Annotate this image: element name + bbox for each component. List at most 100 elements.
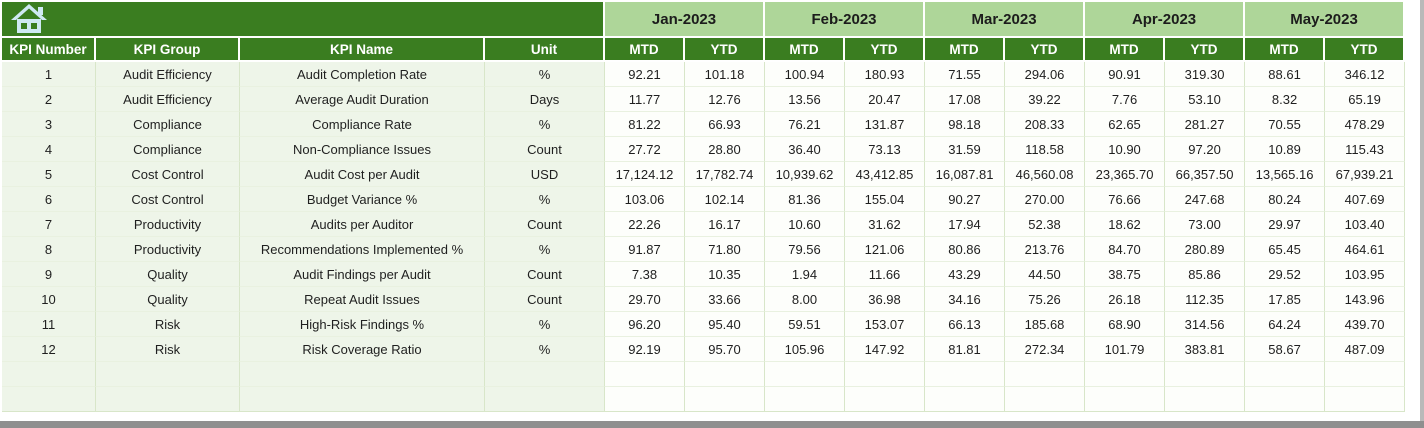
cell-empty[interactable] — [845, 387, 926, 412]
cell-empty[interactable] — [96, 362, 240, 387]
cell-value[interactable]: 147.92 — [845, 337, 926, 362]
cell-empty[interactable] — [1165, 387, 1246, 412]
cell-value[interactable]: 17.94 — [925, 212, 1006, 237]
column-header-ytd[interactable]: YTD — [1005, 38, 1086, 62]
cell-unit[interactable]: % — [485, 187, 605, 212]
column-header-unit[interactable]: Unit — [485, 38, 605, 62]
cell-value[interactable]: 180.93 — [845, 62, 926, 87]
cell-empty[interactable] — [240, 387, 485, 412]
cell-kpi-group[interactable]: Risk — [96, 312, 240, 337]
cell-value[interactable]: 76.66 — [1085, 187, 1166, 212]
cell-value[interactable]: 81.22 — [605, 112, 685, 137]
cell-value[interactable]: 75.26 — [1005, 287, 1086, 312]
cell-unit[interactable]: Days — [485, 87, 605, 112]
cell-kpi-group[interactable]: Productivity — [96, 212, 240, 237]
cell-value[interactable]: 98.18 — [925, 112, 1006, 137]
cell-value[interactable]: 112.35 — [1165, 287, 1246, 312]
cell-kpi-name[interactable]: Budget Variance % — [240, 187, 485, 212]
cell-kpi-group[interactable]: Risk — [96, 337, 240, 362]
cell-value[interactable]: 31.62 — [845, 212, 926, 237]
cell-kpi-group[interactable]: Audit Efficiency — [96, 62, 240, 87]
cell-value[interactable]: 62.65 — [1085, 112, 1166, 137]
month-header-feb[interactable]: Feb-2023 — [765, 2, 926, 38]
cell-kpi-number[interactable]: 6 — [2, 187, 96, 212]
column-header-ytd[interactable]: YTD — [845, 38, 926, 62]
cell-value[interactable]: 319.30 — [1165, 62, 1246, 87]
cell-value[interactable]: 102.14 — [685, 187, 765, 212]
cell-value[interactable]: 247.68 — [1165, 187, 1246, 212]
cell-empty[interactable] — [2, 362, 96, 387]
cell-value[interactable]: 8.00 — [765, 287, 845, 312]
cell-value[interactable]: 153.07 — [845, 312, 926, 337]
column-header-kpi-number[interactable]: KPI Number — [2, 38, 96, 62]
cell-value[interactable]: 13.56 — [765, 87, 845, 112]
cell-kpi-name[interactable]: Audit Findings per Audit — [240, 262, 485, 287]
cell-kpi-name[interactable]: Average Audit Duration — [240, 87, 485, 112]
cell-value[interactable]: 280.89 — [1165, 237, 1246, 262]
cell-empty[interactable] — [605, 362, 685, 387]
cell-value[interactable]: 281.27 — [1165, 112, 1246, 137]
cell-kpi-group[interactable]: Compliance — [96, 137, 240, 162]
cell-value[interactable]: 58.67 — [1245, 337, 1326, 362]
cell-value[interactable]: 10.89 — [1245, 137, 1326, 162]
cell-kpi-name[interactable]: Audit Cost per Audit — [240, 162, 485, 187]
cell-value[interactable]: 90.27 — [925, 187, 1006, 212]
cell-value[interactable]: 12.76 — [685, 87, 765, 112]
cell-value[interactable]: 29.70 — [605, 287, 685, 312]
cell-value[interactable]: 118.58 — [1005, 137, 1086, 162]
column-header-mtd[interactable]: MTD — [605, 38, 685, 62]
cell-value[interactable]: 383.81 — [1165, 337, 1246, 362]
cell-kpi-group[interactable]: Cost Control — [96, 162, 240, 187]
cell-value[interactable]: 272.34 — [1005, 337, 1086, 362]
cell-value[interactable]: 101.79 — [1085, 337, 1166, 362]
cell-empty[interactable] — [96, 387, 240, 412]
cell-value[interactable]: 59.51 — [765, 312, 845, 337]
cell-value[interactable]: 13,565.16 — [1245, 162, 1326, 187]
cell-value[interactable]: 17,124.12 — [605, 162, 685, 187]
cell-kpi-name[interactable]: Repeat Audit Issues — [240, 287, 485, 312]
cell-empty[interactable] — [2, 387, 96, 412]
cell-value[interactable]: 80.24 — [1245, 187, 1326, 212]
cell-value[interactable]: 39.22 — [1005, 87, 1086, 112]
cell-kpi-name[interactable]: Risk Coverage Ratio — [240, 337, 485, 362]
cell-kpi-number[interactable]: 3 — [2, 112, 96, 137]
column-header-ytd[interactable]: YTD — [685, 38, 765, 62]
cell-unit[interactable]: % — [485, 337, 605, 362]
cell-kpi-name[interactable]: Audits per Auditor — [240, 212, 485, 237]
cell-value[interactable]: 66,357.50 — [1165, 162, 1246, 187]
cell-empty[interactable] — [485, 362, 605, 387]
cell-value[interactable]: 84.70 — [1085, 237, 1166, 262]
cell-empty[interactable] — [1245, 387, 1326, 412]
cell-value[interactable]: 29.52 — [1245, 262, 1326, 287]
cell-empty[interactable] — [685, 387, 765, 412]
cell-value[interactable]: 7.38 — [605, 262, 685, 287]
cell-kpi-number[interactable]: 1 — [2, 62, 96, 87]
cell-value[interactable]: 314.56 — [1165, 312, 1246, 337]
cell-value[interactable]: 95.40 — [685, 312, 765, 337]
cell-value[interactable]: 1.94 — [765, 262, 845, 287]
cell-value[interactable]: 66.93 — [685, 112, 765, 137]
cell-value[interactable]: 36.40 — [765, 137, 845, 162]
cell-value[interactable]: 67,939.21 — [1325, 162, 1406, 187]
cell-empty[interactable] — [485, 387, 605, 412]
cell-value[interactable]: 96.20 — [605, 312, 685, 337]
cell-value[interactable]: 16.17 — [685, 212, 765, 237]
cell-value[interactable]: 185.68 — [1005, 312, 1086, 337]
cell-value[interactable]: 20.47 — [845, 87, 926, 112]
cell-value[interactable]: 76.21 — [765, 112, 845, 137]
cell-value[interactable]: 71.80 — [685, 237, 765, 262]
cell-kpi-name[interactable]: Audit Completion Rate — [240, 62, 485, 87]
cell-kpi-group[interactable]: Compliance — [96, 112, 240, 137]
cell-value[interactable]: 44.50 — [1005, 262, 1086, 287]
cell-value[interactable]: 103.06 — [605, 187, 685, 212]
cell-value[interactable]: 11.77 — [605, 87, 685, 112]
cell-kpi-name[interactable]: High-Risk Findings % — [240, 312, 485, 337]
cell-kpi-group[interactable]: Cost Control — [96, 187, 240, 212]
cell-value[interactable]: 8.32 — [1245, 87, 1326, 112]
cell-value[interactable]: 23,365.70 — [1085, 162, 1166, 187]
cell-value[interactable]: 52.38 — [1005, 212, 1086, 237]
cell-kpi-number[interactable]: 8 — [2, 237, 96, 262]
cell-value[interactable]: 10.60 — [765, 212, 845, 237]
cell-value[interactable]: 34.16 — [925, 287, 1006, 312]
cell-value[interactable]: 10.35 — [685, 262, 765, 287]
